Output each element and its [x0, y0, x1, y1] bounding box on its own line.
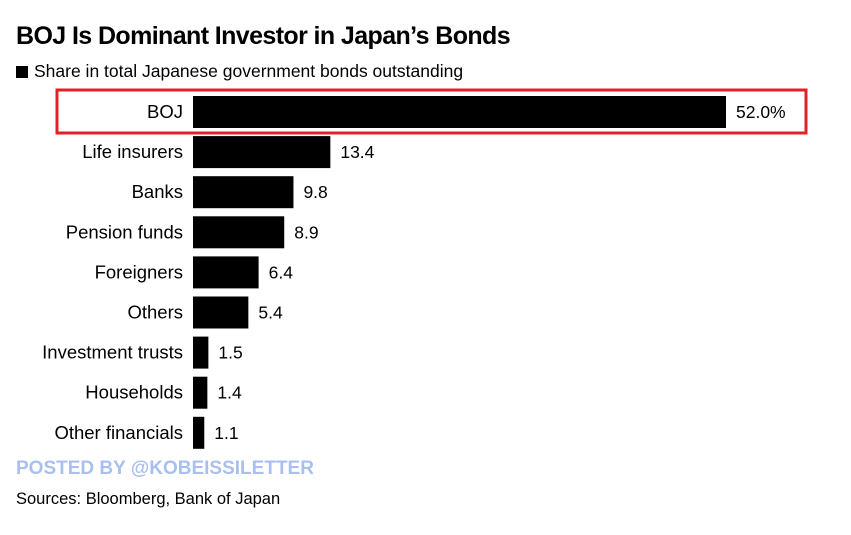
bar [193, 296, 249, 329]
bar [193, 136, 331, 169]
source-note: Sources: Bloomberg, Bank of Japan [16, 490, 281, 508]
category-label: Other financials [54, 422, 183, 443]
category-label: Investment trusts [42, 342, 183, 363]
category-label: BOJ [147, 101, 183, 122]
bar [193, 216, 285, 249]
bar [193, 256, 259, 289]
data-label: 13.4 [340, 142, 374, 162]
chart-title: BOJ Is Dominant Investor in Japan’s Bond… [16, 22, 511, 50]
data-label: 5.4 [258, 303, 283, 323]
bar [193, 376, 208, 409]
watermark: POSTED BY @KOBEISSILETTER [16, 458, 314, 479]
data-label: 1.1 [214, 423, 238, 443]
legend-swatch [16, 65, 28, 78]
data-label: 1.4 [217, 383, 242, 403]
data-label: 6.4 [269, 262, 294, 282]
highlight-box [55, 88, 808, 135]
legend-label: Share in total Japanese government bonds… [34, 61, 464, 81]
bar [193, 416, 205, 449]
data-label: 8.9 [294, 222, 318, 242]
category-label: Banks [132, 181, 183, 202]
data-label: 1.5 [218, 343, 242, 363]
data-label: 9.8 [303, 182, 327, 202]
bar [193, 96, 726, 128]
legend: Share in total Japanese government bonds… [16, 61, 463, 82]
data-label: 52.0% [736, 102, 786, 122]
category-label: Others [127, 302, 183, 323]
category-label: Foreigners [95, 261, 183, 282]
category-label: Pension funds [66, 221, 183, 242]
category-label: Life insurers [82, 141, 183, 162]
category-label: Households [85, 382, 183, 403]
bar [193, 336, 209, 369]
bar [193, 176, 294, 209]
